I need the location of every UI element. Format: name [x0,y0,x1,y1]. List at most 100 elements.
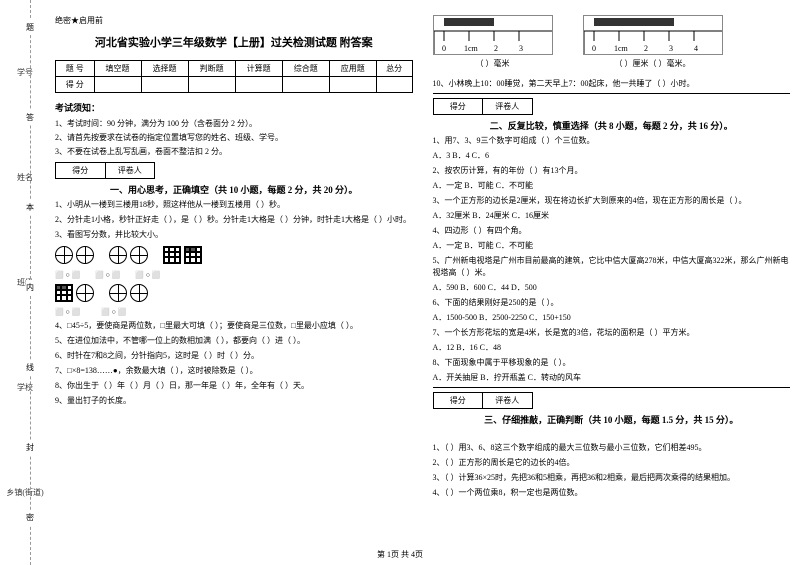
q1-10: 10、小林晚上10：00睡觉，第二天早上7：00起床，他一共睡了（ ）小时。 [433,78,791,90]
shape-group [109,284,148,302]
table-row: 得 分 [56,77,413,93]
th-6: 应用题 [329,61,376,77]
q3-2: 2、（ ）正方形的周长是它的边长的4倍。 [433,457,791,469]
secret-label: 绝密★启用前 [55,15,413,26]
q3-4: 4、（ ）一个两位乘8，积一定也是两位数。 [433,487,791,499]
divider [433,93,791,94]
svg-text:1cm: 1cm [614,44,629,53]
score-box-3: 得分 评卷人 [433,392,533,409]
circle-icon [130,284,148,302]
fraction-marks: ⬜ ○ ⬜ [135,271,160,279]
q2-3-opts: A．32厘米 B．24厘米 C．16厘米 [433,210,791,222]
shapes-row-3 [55,284,413,302]
fraction-marks: ⬜ ○ ⬜ ⬜ ○ ⬜ [55,307,413,317]
section2-title: 二、反复比较，慎重选择（共 8 小题，每题 2 分，共 16 分）。 [433,119,791,132]
svg-text:3: 3 [669,44,673,53]
score-box-1: 得分 评卷人 [55,162,155,179]
dash-char-4: 线 [26,360,34,375]
section3-title: 三、仔细推敲，正确判断（共 10 小题，每题 1.5 分，共 15 分）。 [433,413,791,426]
q1-6: 6、时针在7和8之间，分针指向5，这时是（ ）时（ ）分。 [55,350,413,362]
score-table: 题 号 填空题 选择题 判断题 计算题 综合题 应用题 总分 得 分 [55,60,413,93]
shape-group [55,284,94,302]
score-right: 评卷人 [483,99,532,114]
page-footer: 第 1页 共 4页 [377,549,423,560]
sidebar-labels: 学号 姓名 班级 学校 乡镇(街道) [0,0,50,565]
divider [433,387,791,388]
dash-char-0: 题 [26,20,34,35]
q2-4: 4、四边形（ ）有四个角。 [433,225,791,237]
svg-text:2: 2 [494,44,498,53]
dash-char-5: 封 [26,440,34,455]
svg-text:1cm: 1cm [464,44,479,53]
q2-7-opts: A．12 B．16 C．48 [433,342,791,354]
exam-title: 河北省实验小学三年级数学【上册】过关检测试题 附答案 [55,34,413,50]
ruler-right-label: （ ）厘米（ ）毫米。 [583,58,723,70]
th-4: 计算题 [235,61,282,77]
score-right: 评卷人 [483,393,532,408]
fraction-marks: ⬜ ○ ⬜ [55,271,80,279]
dash-char-3: 内 [26,280,34,295]
q1-8: 8、你出生于（ ）年（ ）月（ ）日，那一年是（ ）年，全年有（ ）天。 [55,380,413,392]
th-0: 题 号 [56,61,95,77]
circle-icon [109,284,127,302]
q3-3: 3、（ ）计算36×25时，先把36和5相乘，再把36和2相乘，最后把两次乘得的… [433,472,791,484]
q2-4-opts: A．一定 B．可能 C．不可能 [433,240,791,252]
th-5: 综合题 [282,61,329,77]
shapes-row-2: ⬜ ○ ⬜ ⬜ ○ ⬜ ⬜ ○ ⬜ [55,269,413,279]
circle-icon [130,246,148,264]
score-left: 得分 [434,393,484,408]
shape-group [163,246,202,264]
dash-char-1: 答 [26,110,34,125]
score-left: 得分 [56,163,106,178]
q1-9: 9、量出钉子的长度。 [55,395,413,407]
q2-3: 3、一个正方形的边长是2厘米，现在将边长扩大到原来的4倍，现在正方形的周长是（ … [433,195,791,207]
dash-char-6: 密 [26,510,34,525]
circle-icon [76,284,94,302]
circle-icon [76,246,94,264]
grid-icon [55,284,73,302]
instruction-1: 1、考试时间：90 分钟，满分为 100 分（含卷面分 2 分）。 [55,118,413,129]
shape-group [109,246,148,264]
svg-text:0: 0 [442,44,446,53]
q2-6: 6、下面的结果刚好是250的是（ ）。 [433,297,791,309]
ruler-left-label: （ ）毫米 [433,58,553,70]
instruction-2: 2、请首先按要求在试卷的指定位置填写您的姓名、班级、学号。 [55,132,413,143]
q1-5: 5、在进位加法中，不管哪一位上的数相加满（ ），都要向（ ）进（ ）。 [55,335,413,347]
circle-icon [109,246,127,264]
q2-8-opts: A．开关抽屉 B．拧开瓶盖 C．转动的风车 [433,372,791,384]
ruler-icon: 0 1cm 2 3 4 [583,15,723,55]
q1-3: 3、看图写分数，并比较大小。 [55,229,413,241]
q1-4: 4、□45÷5，要使商是两位数，□里最大可填（ ）；要使商是三位数，□里最小应填… [55,320,413,332]
left-column: 绝密★启用前 河北省实验小学三年级数学【上册】过关检测试题 附答案 题 号 填空… [55,15,413,502]
shapes-row-1 [55,246,413,264]
q2-2-opts: A．一定 B．可能 C．不可能 [433,180,791,192]
right-column: 0 1cm 2 3 （ ）毫米 0 1cm 2 [433,15,791,502]
th-1: 填空题 [94,61,141,77]
shape-group [55,246,94,264]
row-label: 得 分 [56,77,95,93]
q2-2: 2、按农历计算，有的年份（ ）有13个月。 [433,165,791,177]
svg-text:3: 3 [519,44,523,53]
dash-char-2: 本 [26,200,34,215]
svg-text:2: 2 [644,44,648,53]
q2-5-opts: A．590 B．600 C．44 D．500 [433,282,791,294]
q2-5: 5、广州新电视塔是广州市目前最高的建筑，它比中信大厦高278米，中信大厦高322… [433,255,791,279]
table-row: 题 号 填空题 选择题 判断题 计算题 综合题 应用题 总分 [56,61,413,77]
instruction-3: 3、不要在试卷上乱写乱画，卷面不整洁扣 2 分。 [55,146,413,157]
section1-title: 一、用心思考，正确填空（共 10 小题，每题 2 分，共 20 分）。 [55,183,413,196]
q2-8: 8、下面现象中属于平移现象的是（ ）。 [433,357,791,369]
q1-1: 1、小明从一楼到三楼用18秒，照这样他从一楼到五楼用（ ）秒。 [55,199,413,211]
svg-text:0: 0 [592,44,596,53]
q2-1-opts: A．3 B．4 C．6 [433,150,791,162]
svg-text:4: 4 [694,44,698,53]
ruler-left: 0 1cm 2 3 （ ）毫米 [433,15,553,73]
score-box-2: 得分 评卷人 [433,98,533,115]
circle-icon [55,246,73,264]
th-7: 总分 [376,61,412,77]
ruler-row: 0 1cm 2 3 （ ）毫米 0 1cm 2 [433,15,791,73]
grid-icon [184,246,202,264]
th-2: 选择题 [141,61,188,77]
th-3: 判断题 [188,61,235,77]
fraction-marks: ⬜ ○ ⬜ [95,271,120,279]
label-xiangzhen: 乡镇(街道) [6,487,43,498]
